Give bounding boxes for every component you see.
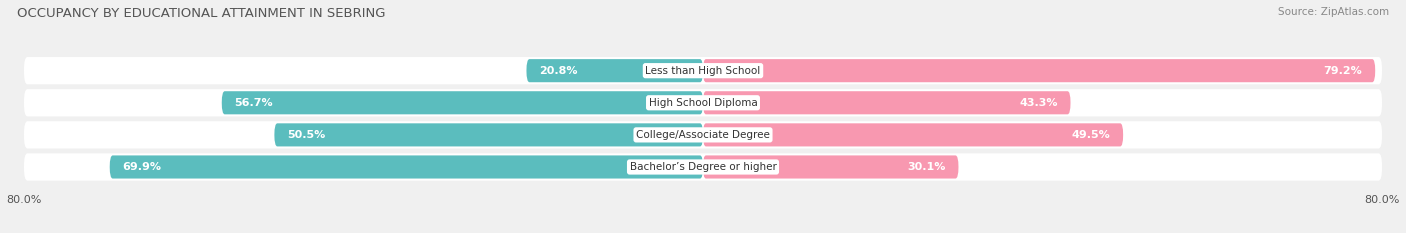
FancyBboxPatch shape (703, 59, 1375, 82)
Text: College/Associate Degree: College/Associate Degree (636, 130, 770, 140)
FancyBboxPatch shape (24, 121, 1382, 148)
Text: 49.5%: 49.5% (1071, 130, 1111, 140)
FancyBboxPatch shape (703, 91, 1070, 114)
Text: 20.8%: 20.8% (538, 66, 578, 76)
Text: OCCUPANCY BY EDUCATIONAL ATTAINMENT IN SEBRING: OCCUPANCY BY EDUCATIONAL ATTAINMENT IN S… (17, 7, 385, 20)
Text: Less than High School: Less than High School (645, 66, 761, 76)
FancyBboxPatch shape (703, 123, 1123, 146)
Text: 43.3%: 43.3% (1019, 98, 1057, 108)
FancyBboxPatch shape (24, 153, 1382, 181)
FancyBboxPatch shape (110, 155, 703, 178)
FancyBboxPatch shape (526, 59, 703, 82)
Text: 56.7%: 56.7% (235, 98, 273, 108)
Text: 79.2%: 79.2% (1323, 66, 1362, 76)
FancyBboxPatch shape (222, 91, 703, 114)
FancyBboxPatch shape (274, 123, 703, 146)
FancyBboxPatch shape (703, 155, 959, 178)
Text: 69.9%: 69.9% (122, 162, 162, 172)
Text: 50.5%: 50.5% (287, 130, 325, 140)
Text: 30.1%: 30.1% (907, 162, 946, 172)
FancyBboxPatch shape (24, 89, 1382, 116)
Text: Source: ZipAtlas.com: Source: ZipAtlas.com (1278, 7, 1389, 17)
Text: Bachelor’s Degree or higher: Bachelor’s Degree or higher (630, 162, 776, 172)
Text: High School Diploma: High School Diploma (648, 98, 758, 108)
FancyBboxPatch shape (24, 57, 1382, 84)
